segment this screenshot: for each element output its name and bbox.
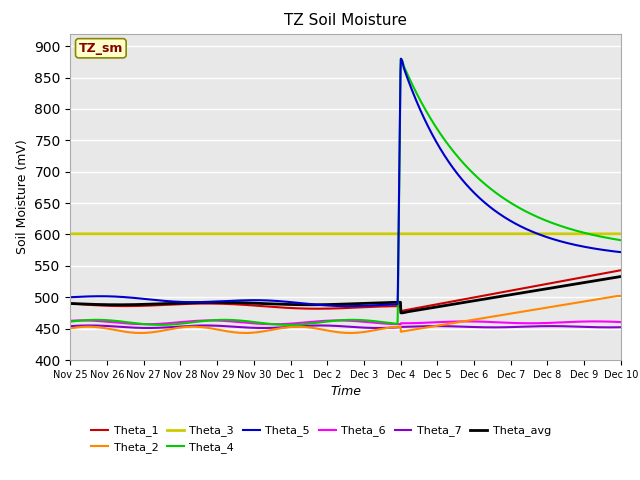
Legend: Theta_1, Theta_2, Theta_3, Theta_4, Theta_5, Theta_6, Theta_7, Theta_avg: Theta_1, Theta_2, Theta_3, Theta_4, Thet… <box>87 421 556 457</box>
Text: TZ_sm: TZ_sm <box>79 42 123 55</box>
Title: TZ Soil Moisture: TZ Soil Moisture <box>284 13 407 28</box>
Y-axis label: Soil Moisture (mV): Soil Moisture (mV) <box>16 139 29 254</box>
X-axis label: Time: Time <box>330 385 361 398</box>
